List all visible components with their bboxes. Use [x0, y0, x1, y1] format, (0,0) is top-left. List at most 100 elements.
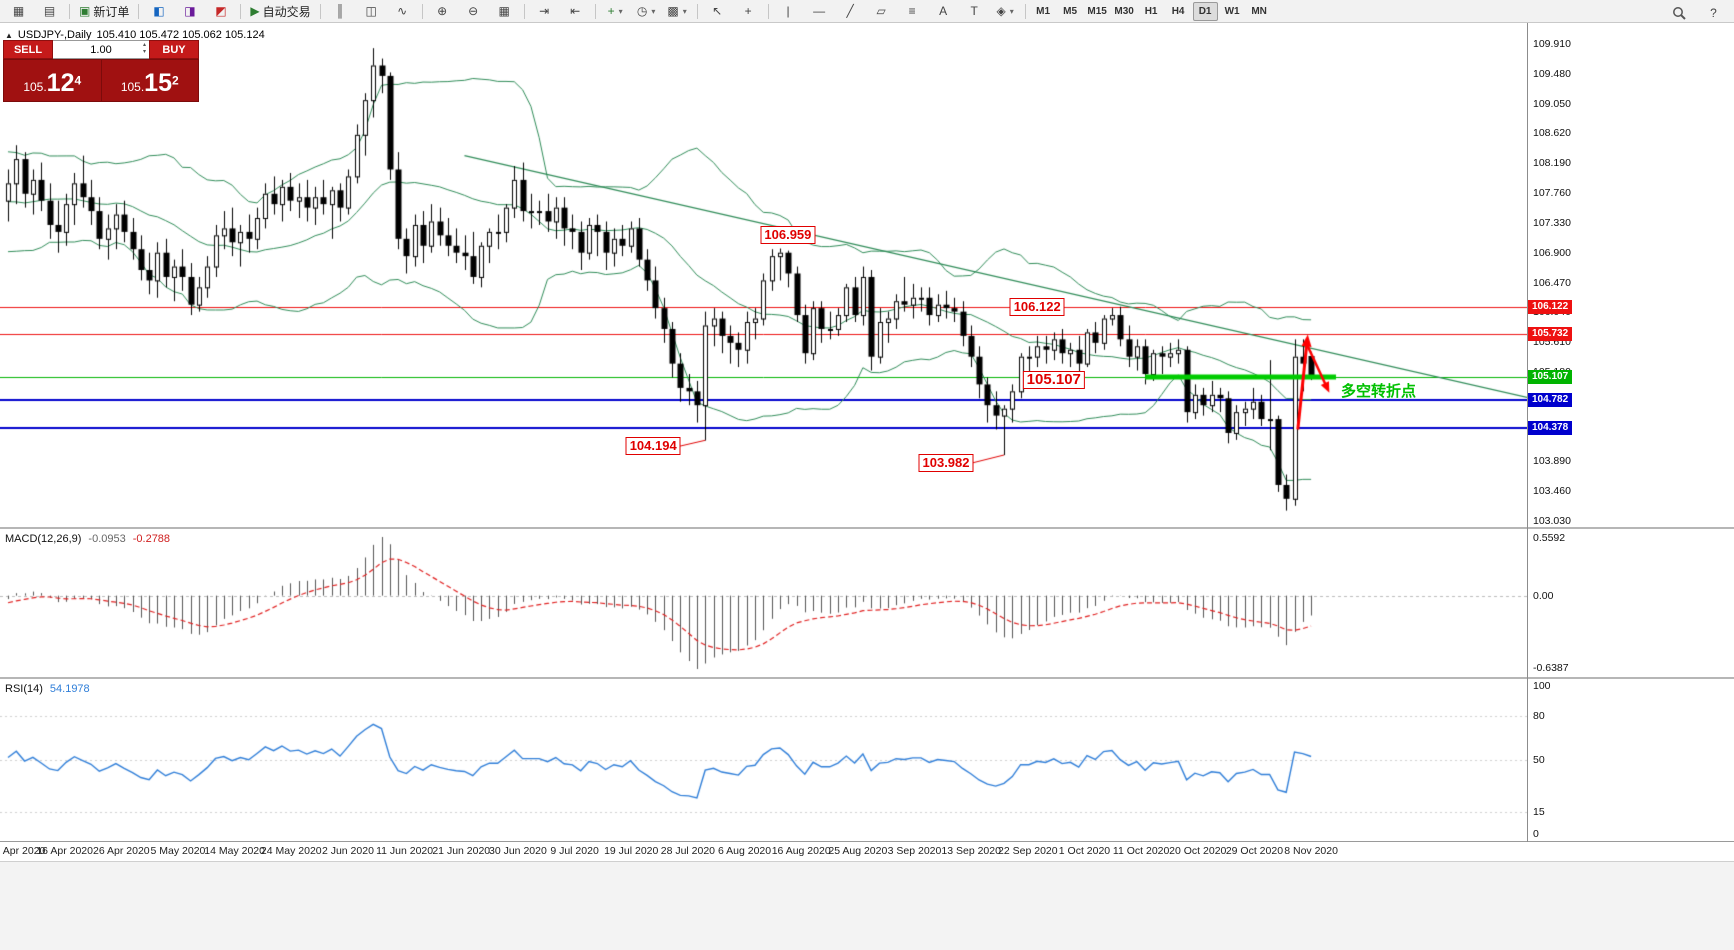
price-label-106-959[interactable]: 106.959: [760, 225, 816, 244]
profiles-icon[interactable]: ▤: [43, 4, 56, 18]
channel-icon[interactable]: ▱: [876, 4, 886, 18]
chevron-down-icon: ▾: [651, 6, 656, 16]
bar-chart-icon[interactable]: ║: [335, 4, 345, 18]
line-chart-icon[interactable]: ∿: [397, 4, 408, 18]
price-line-tag: 104.378: [1528, 420, 1573, 435]
templates-button[interactable]: ▩ ▾: [667, 4, 687, 18]
price-tick: 103.460: [1533, 485, 1571, 498]
timeframe-m1[interactable]: M1: [1036, 5, 1051, 17]
turning-point-annotation[interactable]: 多空转折点: [1340, 383, 1416, 401]
toolbar-separator: [138, 3, 140, 19]
cursor-icon[interactable]: ↖: [712, 4, 723, 18]
indicators-button[interactable]: + ▾: [607, 4, 623, 18]
price-axis: 109.910 109.480 109.050 108.620 108.190 107.7…: [1528, 23, 1734, 842]
date-label: 30 Jun 2020: [489, 845, 547, 857]
date-label: 11 Jun 2020: [376, 845, 434, 857]
date-label: 3 Sep 2020: [887, 845, 942, 857]
toolbar-separator: [319, 3, 321, 19]
candlestick-chart-icon[interactable]: ◫: [365, 4, 377, 18]
timeframe-h4[interactable]: H4: [1171, 5, 1185, 17]
price-axis-border: [1527, 23, 1528, 842]
date-label: 19 Jul 2020: [604, 845, 659, 857]
shapes-button[interactable]: ◈ ▾: [996, 4, 1014, 18]
timeframe-h1[interactable]: H1: [1144, 5, 1158, 17]
macd-axis-label: 0.00: [1533, 589, 1554, 602]
text-icon[interactable]: A: [939, 4, 948, 18]
price-tick: 109.050: [1533, 97, 1571, 110]
toolbar-separator: [1024, 3, 1026, 19]
one-click-collapse-icon[interactable]: ▲: [5, 30, 13, 40]
price-tick: 106.470: [1533, 276, 1571, 289]
horizontal-line-icon[interactable]: —: [813, 4, 826, 18]
rsi-value: 54.1978: [49, 683, 90, 695]
rsi-label: RSI(14) 54.1978: [5, 683, 90, 695]
price-tick: 108.620: [1533, 127, 1571, 140]
macd-name: MACD(12,26,9): [5, 533, 82, 545]
price-label-106-122[interactable]: 106.122: [1009, 297, 1065, 316]
data-window-icon[interactable]: ◨: [184, 4, 196, 18]
price-tick: 103.890: [1533, 455, 1571, 468]
toolbar-separator: [523, 3, 525, 19]
trendline-icon[interactable]: ╱: [846, 4, 854, 18]
auto-scroll-icon[interactable]: ⇥: [539, 4, 550, 18]
search-icon[interactable]: [1664, 2, 1693, 23]
volume-value: 1.00: [90, 43, 112, 56]
zoom-in-icon[interactable]: ⊕: [437, 4, 448, 18]
label-icon[interactable]: T: [970, 4, 978, 18]
macd-main-value: -0.0953: [88, 533, 126, 545]
date-label: 5 May 2020: [150, 845, 206, 857]
price-label-103-982[interactable]: 103.982: [918, 453, 974, 472]
timeframe-m30[interactable]: M30: [1114, 5, 1134, 17]
macd-signal-value: -0.2788: [132, 533, 171, 545]
date-label: 28 Jul 2020: [660, 845, 716, 857]
fibonacci-icon[interactable]: ≡: [908, 4, 916, 18]
price-tick: 108.190: [1533, 157, 1571, 170]
timeframe-d1[interactable]: D1: [1192, 1, 1218, 21]
main-chart-canvas[interactable]: [0, 23, 1527, 527]
auto-trading-button[interactable]: ▶ 自动交易: [250, 4, 311, 19]
rsi-axis-label: 80: [1533, 709, 1545, 722]
volume-spinner-icon[interactable]: ▴ ▾: [142, 42, 146, 55]
toolbar-separator: [240, 3, 242, 19]
timeframe-mn[interactable]: MN: [1251, 5, 1267, 17]
pane-separator[interactable]: [0, 677, 1734, 679]
date-label: 26 Apr 2020: [92, 845, 150, 857]
date-label: 13 Sep 2020: [941, 845, 1001, 857]
timeframe-m5[interactable]: M5: [1063, 5, 1078, 17]
date-label: 25 Aug 2020: [828, 845, 888, 857]
rsi-axis-label: 100: [1533, 680, 1551, 692]
sell-button[interactable]: SELL: [3, 40, 53, 59]
new-order-button[interactable]: ▣ 新订单: [79, 4, 130, 19]
rsi-indicator-canvas[interactable]: [0, 679, 1527, 841]
chart-shift-icon[interactable]: ⇤: [570, 4, 581, 18]
new-chart-icon[interactable]: ▦: [12, 4, 25, 18]
date-label: 29 Oct 2020: [1225, 845, 1284, 857]
sell-price[interactable]: 105.124: [4, 60, 102, 101]
tile-windows-icon[interactable]: ▦: [498, 4, 510, 18]
price-label-105-107[interactable]: 105.107: [1022, 370, 1085, 389]
rsi-axis-label: 50: [1533, 754, 1545, 766]
price-tick: 107.330: [1533, 216, 1571, 229]
price-label-104-194[interactable]: 104.194: [625, 437, 681, 456]
macd-indicator-canvas[interactable]: [0, 529, 1527, 677]
periods-button[interactable]: ◷ ▾: [636, 4, 656, 18]
price-line-tag: 104.782: [1528, 392, 1573, 407]
date-label: 22 Sep 2020: [998, 845, 1058, 857]
volume-input[interactable]: 1.00 ▴ ▾: [53, 40, 149, 59]
pane-separator[interactable]: [0, 527, 1734, 529]
vertical-line-icon[interactable]: |: [786, 4, 790, 18]
navigator-icon[interactable]: ◩: [215, 4, 227, 18]
buy-button[interactable]: BUY: [149, 40, 199, 59]
timeframe-w1[interactable]: W1: [1224, 5, 1240, 17]
toolbar-separator: [69, 3, 70, 19]
chart-bottom-border: [0, 841, 1734, 842]
help-icon[interactable]: ?: [1710, 5, 1717, 20]
crosshair-icon[interactable]: +: [744, 4, 752, 18]
workspace-empty-area: [0, 861, 1734, 950]
buy-price[interactable]: 105.152: [120, 69, 179, 97]
price-tick: 106.900: [1533, 246, 1571, 259]
timeframe-m15[interactable]: M15: [1087, 5, 1107, 17]
zoom-out-icon[interactable]: ⊖: [468, 4, 479, 18]
market-watch-icon[interactable]: ◧: [153, 4, 165, 18]
